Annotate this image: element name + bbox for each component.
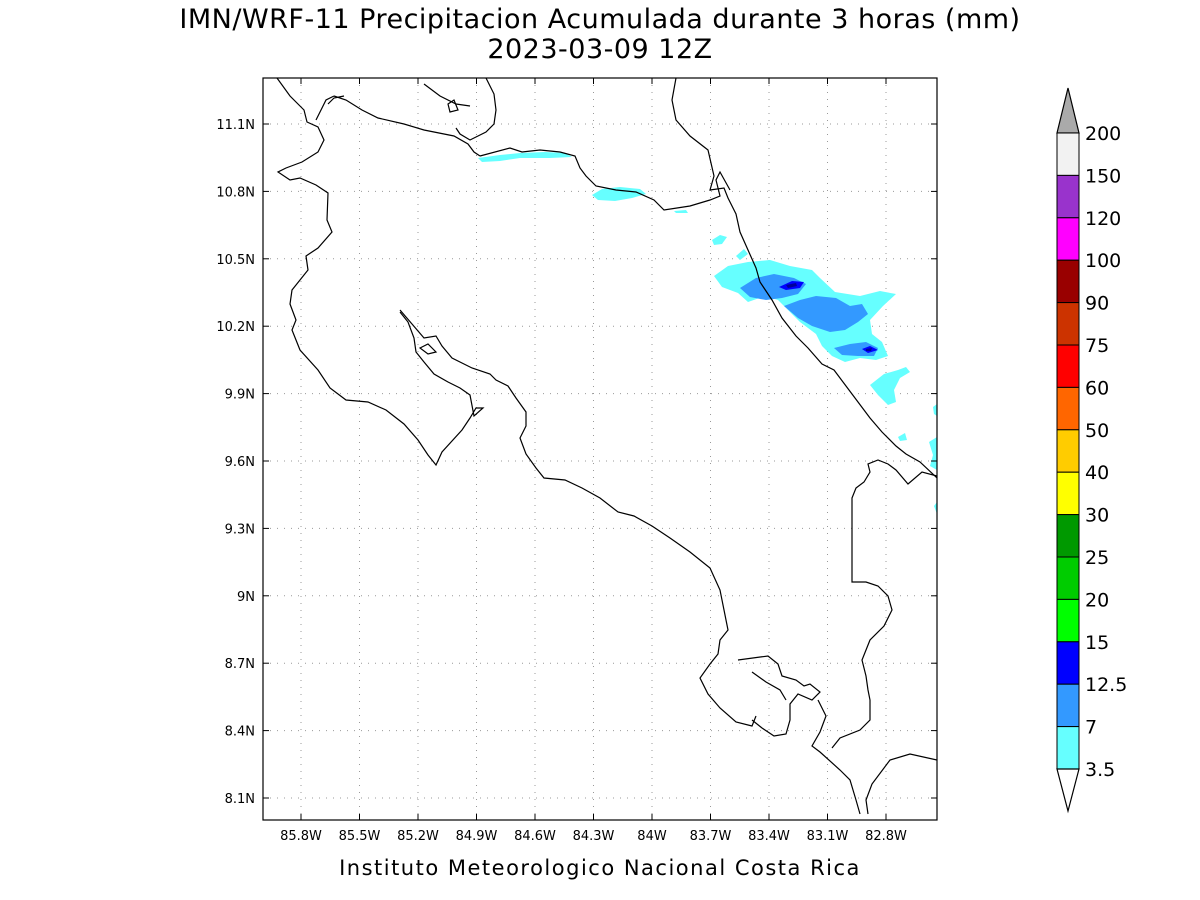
lon-tick-label: 83.7W xyxy=(690,829,732,844)
colorbar-label: 20 xyxy=(1085,589,1109,611)
colorbar-segment xyxy=(1056,302,1080,346)
colorbar-segment xyxy=(1056,217,1080,261)
lat-tick-label: 10.5N xyxy=(216,253,255,268)
colorbar-label: 25 xyxy=(1085,547,1109,569)
precip-area xyxy=(933,404,937,416)
colorbar-segment xyxy=(1056,344,1080,388)
lat-tick-label: 9.6N xyxy=(225,455,255,470)
precip-area xyxy=(592,187,646,201)
colorbar-segment xyxy=(1056,556,1080,600)
lat-tick-label: 8.4N xyxy=(225,725,255,740)
border-line xyxy=(831,459,937,749)
coastline xyxy=(811,699,861,815)
lat-tick-label: 11.1N xyxy=(216,118,255,133)
precip-area xyxy=(929,437,937,470)
colorbar-segment xyxy=(1056,641,1080,685)
lon-tick-label: 84.6W xyxy=(514,829,556,844)
colorbar-label: 60 xyxy=(1085,377,1109,399)
colorbar-label: 50 xyxy=(1085,420,1109,442)
colorbar-label: 7 xyxy=(1085,717,1097,739)
lon-tick-label: 84.9W xyxy=(456,829,498,844)
border-line xyxy=(315,95,335,121)
precip-area xyxy=(736,249,748,260)
coastline xyxy=(455,78,497,141)
coastline xyxy=(423,83,471,107)
map-grid xyxy=(263,78,937,820)
lon-tick-label: 85.8W xyxy=(280,829,322,844)
colorbar-label: 120 xyxy=(1085,208,1121,230)
coastline xyxy=(751,671,787,701)
precip-area xyxy=(784,296,868,332)
colorbar-label: 200 xyxy=(1085,123,1121,145)
map-subtitle: 2023-03-09 12Z xyxy=(487,34,713,65)
lat-tick-label: 8.1N xyxy=(225,792,255,807)
precip-area xyxy=(898,433,907,441)
colorbar-label: 100 xyxy=(1085,250,1121,272)
colorbar-label: 30 xyxy=(1085,505,1109,527)
border-line xyxy=(333,95,481,157)
precip-area xyxy=(834,342,878,356)
colorbar-label: 40 xyxy=(1085,462,1109,484)
colorbar-segment xyxy=(1056,514,1080,558)
lat-tick-label: 10.2N xyxy=(216,320,255,335)
coastline xyxy=(276,78,485,467)
lon-tick-label: 83.4W xyxy=(748,829,790,844)
colorbar-under-arrow xyxy=(1056,768,1080,814)
lon-tick-label: 83.1W xyxy=(807,829,849,844)
island xyxy=(327,95,345,105)
lon-tick-label: 84W xyxy=(637,829,667,844)
colorbar-segment xyxy=(1056,471,1080,516)
colorbar-label: 90 xyxy=(1085,293,1109,315)
colorbar-label: 3.5 xyxy=(1085,759,1115,781)
lat-tick-label: 9.9N xyxy=(225,388,255,403)
precipitation-layer xyxy=(478,152,937,514)
footer-credit: Instituto Meteorologico Nacional Costa R… xyxy=(339,856,861,880)
coastline-layer xyxy=(276,78,937,815)
precip-area xyxy=(866,348,872,351)
island xyxy=(418,343,438,355)
colorbar: 200 150 120 100 90 75 60 50 40 30 25 20 15 12.5 7 3.5 xyxy=(1056,87,1127,814)
colorbar-segment xyxy=(1056,429,1080,473)
map-axes: 85.8W 85.5W 85.2W 84.9W 84.6W 84.3W 84W 83.7W 83… xyxy=(216,78,937,844)
lat-tick-label: 9N xyxy=(237,590,255,605)
colorbar-label: 150 xyxy=(1085,165,1121,187)
lat-tick-label: 8.7N xyxy=(225,657,255,672)
lat-tick-label: 10.8N xyxy=(216,185,255,200)
coastline xyxy=(671,78,937,479)
colorbar-segment xyxy=(1056,174,1080,219)
coastline xyxy=(737,655,821,737)
lon-tick-label: 85.5W xyxy=(339,829,381,844)
precip-area xyxy=(478,152,572,162)
map-title: IMN/WRF-11 Precipitacion Acumulada duran… xyxy=(179,4,1021,35)
island xyxy=(447,99,459,113)
colorbar-segment xyxy=(1056,683,1080,728)
map-frame xyxy=(262,77,938,821)
precip-area xyxy=(674,210,688,213)
colorbar-label: 75 xyxy=(1085,335,1109,357)
colorbar-segment xyxy=(1056,132,1080,176)
border-line xyxy=(479,147,731,211)
lon-tick-label: 85.2W xyxy=(397,829,439,844)
precip-area xyxy=(870,367,910,405)
precip-area xyxy=(786,283,797,288)
colorbar-label: 15 xyxy=(1085,632,1109,654)
precip-area xyxy=(712,235,727,245)
colorbar-segment xyxy=(1056,259,1080,304)
colorbar-segment xyxy=(1056,726,1080,770)
colorbar-label: 12.5 xyxy=(1085,674,1127,696)
lon-tick-label: 82.8W xyxy=(865,829,907,844)
coastline xyxy=(399,309,757,727)
lon-tick-label: 84.3W xyxy=(573,829,615,844)
colorbar-segment xyxy=(1056,598,1080,643)
precip-area xyxy=(934,502,937,514)
coastline xyxy=(865,753,937,815)
precip-area xyxy=(740,274,806,300)
colorbar-segment xyxy=(1056,386,1080,431)
lat-tick-label: 9.3N xyxy=(225,522,255,537)
colorbar-over-arrow xyxy=(1056,87,1080,134)
